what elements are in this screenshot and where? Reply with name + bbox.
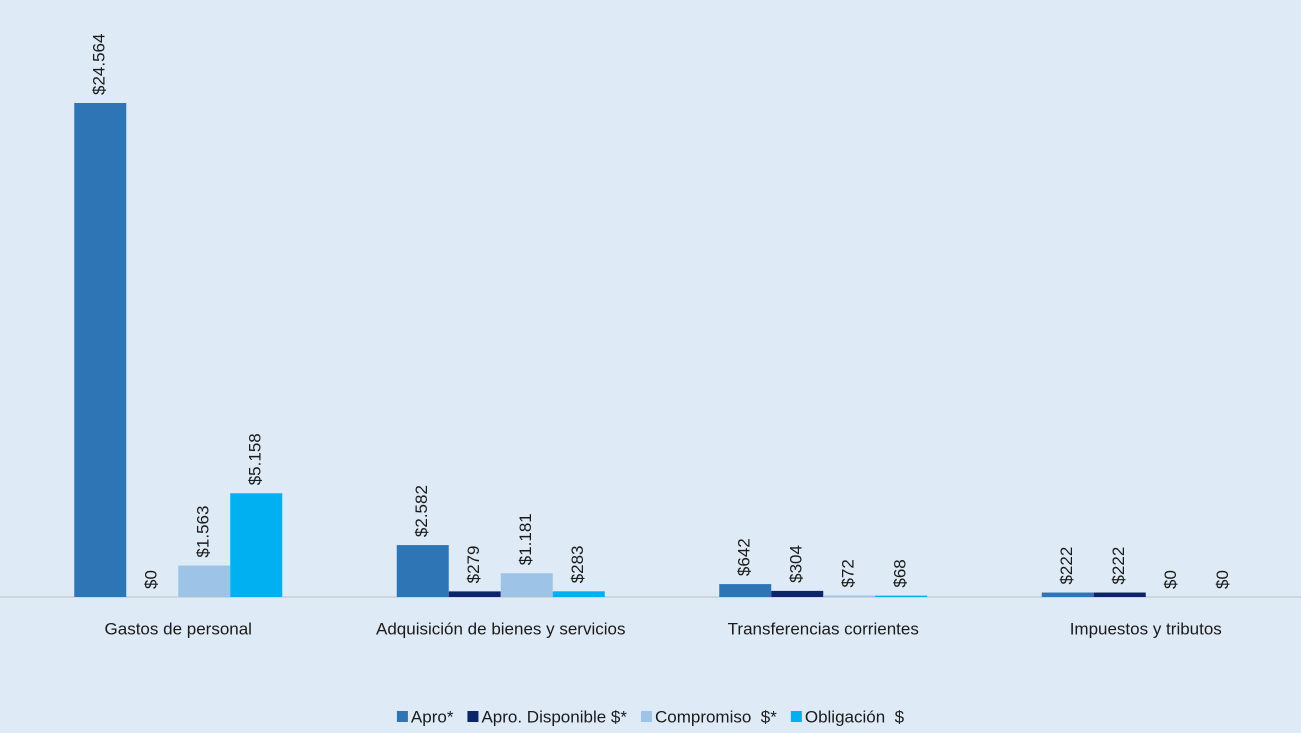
- bar: [448, 591, 501, 597]
- bar: [74, 103, 127, 597]
- bar: [1041, 592, 1094, 597]
- bar: [396, 545, 449, 597]
- data-label: $222: [1109, 547, 1128, 585]
- x-tick-label: Adquisición de bienes y servicios: [376, 619, 625, 638]
- legend-label: Apro. Disponible $*: [481, 707, 627, 726]
- x-tick-label: Gastos de personal: [105, 619, 252, 638]
- data-label: $0: [142, 570, 161, 589]
- data-label: $1.563: [194, 506, 213, 558]
- legend-label: Compromiso $*: [655, 707, 777, 726]
- bar: [552, 591, 605, 597]
- data-label: $5.158: [246, 433, 265, 485]
- bar: [178, 565, 231, 597]
- data-label: $0: [1161, 570, 1180, 589]
- legend-swatch: [396, 711, 408, 722]
- bar: [823, 595, 876, 597]
- legend-swatch: [790, 711, 802, 722]
- data-label: $2.582: [412, 485, 431, 537]
- data-label: $283: [568, 545, 587, 583]
- data-label: $642: [735, 538, 754, 576]
- data-label: $222: [1057, 547, 1076, 585]
- data-label: $0: [1213, 570, 1232, 589]
- data-label: $24.564: [90, 34, 109, 95]
- bar: [875, 595, 928, 597]
- x-tick-label: Impuestos y tributos: [1070, 619, 1222, 638]
- legend-label: Obligación $: [805, 707, 905, 726]
- legend-swatch: [640, 711, 652, 722]
- bar: [500, 573, 553, 597]
- legend-swatch: [467, 711, 479, 722]
- x-tick-label: Transferencias corrientes: [728, 619, 919, 638]
- bar: [1093, 592, 1146, 597]
- legend-label: Apro*: [411, 707, 454, 726]
- data-label: $72: [839, 559, 858, 587]
- bar: [719, 584, 772, 597]
- bar: [230, 493, 283, 597]
- data-label: $68: [891, 559, 910, 587]
- data-label: $304: [787, 545, 806, 583]
- bar: [771, 590, 824, 597]
- data-label: $1.181: [516, 513, 535, 565]
- data-label: $279: [464, 546, 483, 584]
